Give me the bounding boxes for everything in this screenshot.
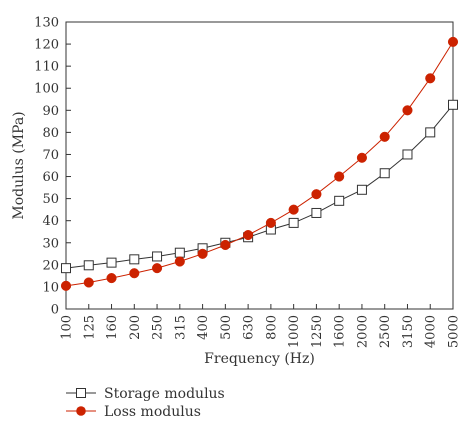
x-tick-label: 1000	[287, 315, 302, 348]
y-tick-label: 90	[42, 104, 59, 119]
x-axis-ticks: 100 125 160 200 250 315 400 500 630 800 1000 1250 16…	[60, 304, 462, 348]
data-point	[243, 229, 254, 241]
axes	[65, 21, 454, 310]
y-tick-label: 70	[42, 148, 59, 163]
x-tick-label: 5000	[447, 315, 462, 348]
y-tick-label: 20	[42, 258, 59, 273]
data-point	[288, 217, 299, 228]
data-point	[425, 127, 436, 138]
x-tick-label: 250	[151, 315, 166, 340]
legend-storage-marker	[76, 388, 86, 398]
y-tick-label: 100	[34, 82, 59, 97]
series-line	[65, 41, 454, 287]
y-tick-label: 80	[42, 126, 59, 141]
y-tick-label: 110	[34, 60, 59, 75]
data-point	[402, 149, 413, 160]
data-point	[311, 207, 322, 218]
x-tick-label: 4000	[424, 315, 439, 348]
y-tick-label: 120	[34, 38, 59, 53]
y-tick-label: 30	[42, 236, 59, 251]
x-axis-title: Frequency (Hz)	[204, 351, 315, 367]
legend-loss-marker	[76, 406, 86, 416]
legend-storage-label: Storage modulus	[104, 386, 225, 402]
x-tick-label: 630	[242, 315, 257, 340]
y-axis-ticks: 0 10 20 30 40 50 60 70 80 90 100 110 120 130	[34, 16, 71, 318]
data-point	[356, 152, 367, 163]
x-tick-label: 315	[173, 315, 188, 340]
legend-loss-label: Loss modulus	[104, 404, 201, 420]
x-tick-label: 125	[82, 315, 97, 340]
data-point	[197, 248, 208, 259]
y-tick-label: 10	[42, 280, 59, 295]
x-tick-label: 100	[60, 315, 75, 340]
data-point	[311, 189, 322, 200]
x-tick-label: 200	[128, 315, 143, 340]
series-loss-modulus	[60, 36, 459, 291]
data-point	[265, 217, 276, 228]
data-point	[402, 105, 413, 116]
data-point	[129, 268, 140, 279]
data-point	[152, 251, 163, 262]
x-tick-label: 2000	[355, 315, 370, 348]
data-point	[83, 277, 94, 288]
y-axis-title: Modulus (MPa)	[11, 111, 27, 219]
data-point	[379, 168, 390, 179]
y-tick-label: 130	[34, 16, 59, 31]
x-tick-label: 1600	[333, 315, 348, 348]
x-tick-label: 3150	[401, 315, 416, 348]
data-point	[106, 257, 117, 268]
x-tick-label: 800	[264, 315, 279, 340]
legend: Storage modulus Loss modulus	[66, 386, 225, 420]
series-storage-modulus	[61, 99, 458, 274]
x-tick-label: 2500	[378, 315, 393, 348]
data-point	[220, 239, 231, 251]
data-point	[288, 204, 299, 215]
data-point	[425, 73, 436, 84]
data-point	[334, 171, 345, 182]
data-point	[129, 254, 140, 265]
x-tick-label: 400	[196, 315, 211, 340]
data-point	[447, 36, 459, 47]
data-point	[448, 99, 458, 110]
y-tick-label: 40	[42, 214, 59, 229]
data-point	[152, 263, 163, 274]
y-tick-label: 50	[42, 192, 59, 207]
data-point	[60, 280, 72, 291]
data-point	[356, 184, 367, 195]
series-layer	[60, 36, 459, 291]
plot-frame	[65, 21, 454, 310]
data-point	[379, 131, 390, 142]
data-point	[83, 260, 94, 271]
data-point	[174, 256, 185, 267]
data-point	[334, 195, 345, 206]
y-tick-label: 60	[42, 170, 59, 185]
data-point	[174, 247, 185, 258]
data-point	[106, 273, 117, 284]
x-tick-label: 160	[105, 315, 120, 340]
series-line	[65, 104, 454, 269]
x-tick-label: 500	[219, 315, 234, 340]
data-point	[61, 263, 71, 274]
x-tick-label: 1250	[310, 315, 325, 348]
y-tick-label: 0	[51, 303, 59, 318]
